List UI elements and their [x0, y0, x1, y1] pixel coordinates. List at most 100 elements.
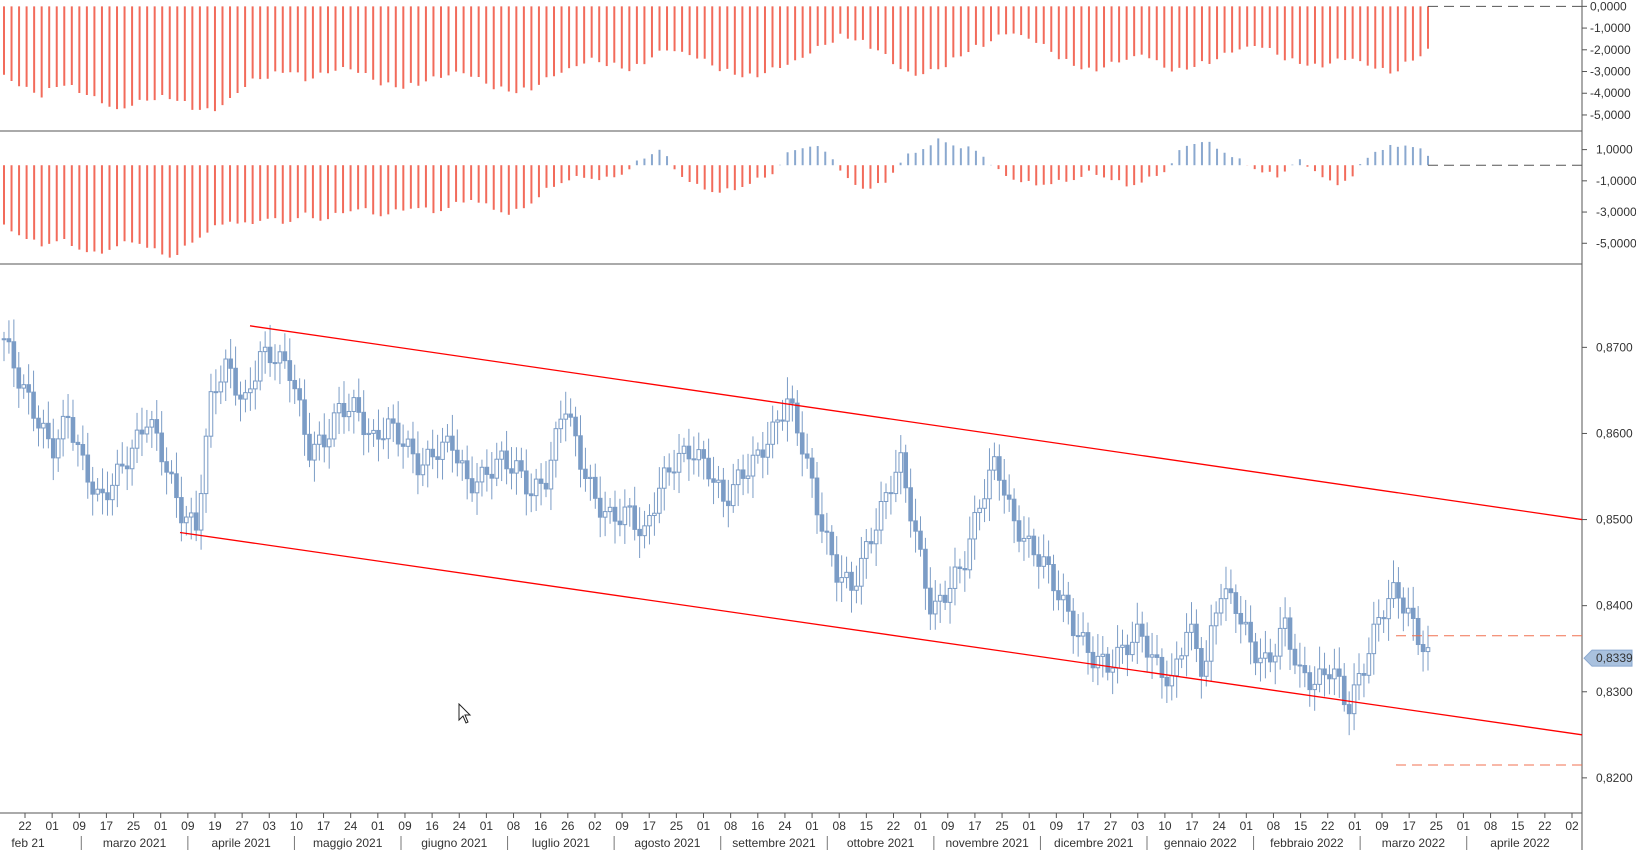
candle-up: [947, 587, 953, 603]
day-tick-label: 03: [1131, 819, 1145, 833]
candle-up: [1189, 623, 1194, 633]
day-tick-label: 01: [914, 819, 928, 833]
candle-down: [31, 391, 36, 419]
candle-down: [913, 520, 918, 532]
candle-down: [119, 463, 125, 467]
candle-down: [193, 512, 199, 531]
day-tick-label: 09: [73, 819, 87, 833]
candle-up: [765, 443, 771, 458]
candle-down: [918, 530, 923, 550]
candle-down: [632, 505, 637, 530]
candle-up: [1213, 612, 1219, 627]
candle-up: [735, 469, 741, 486]
candle-up: [607, 506, 613, 513]
price-y-tick-label: 0,8700: [1596, 340, 1633, 354]
day-tick-label: 22: [18, 819, 32, 833]
candle-up: [730, 484, 736, 507]
candle-down: [711, 478, 716, 483]
day-tick-label: 25: [127, 819, 141, 833]
candle-up: [188, 512, 194, 518]
candle-down: [1361, 673, 1367, 676]
candle-down: [154, 419, 160, 434]
candle-up: [1021, 537, 1027, 542]
candle-up: [1041, 556, 1046, 567]
candle-up: [1351, 684, 1357, 715]
candle-up: [440, 441, 445, 460]
candle-up: [750, 454, 756, 477]
candle-down: [928, 587, 933, 615]
candle-down: [1154, 654, 1160, 658]
candle-down: [1327, 674, 1332, 680]
candle-up: [647, 515, 652, 527]
candle-up: [755, 449, 761, 456]
price-y-tick-label: 0,8400: [1596, 599, 1633, 613]
middle-indicator-panel[interactable]: 1,0000 -1,0000 -3,0000 -5,0000: [3, 138, 1636, 258]
candle-down: [1228, 588, 1234, 594]
candle-down: [795, 402, 800, 434]
candle-up: [553, 428, 559, 461]
candle-down: [450, 435, 455, 451]
candle-up: [115, 463, 120, 486]
candle-down: [124, 465, 130, 470]
candle-down: [1070, 610, 1076, 637]
price-y-tick-label: 0,8600: [1596, 426, 1633, 440]
candle-up: [844, 571, 849, 579]
candle-up: [533, 478, 539, 497]
candle-down: [726, 500, 731, 507]
day-tick-label: 02: [588, 819, 602, 833]
time-axis: 22 01 09 17 25 01 09 19 27 03 10 17 24 01 09 16 24 01 08 16…: [11, 813, 1579, 850]
day-tick-label: 16: [534, 819, 548, 833]
day-tick-label: 10: [1158, 819, 1172, 833]
candle-up: [1405, 607, 1411, 614]
candle-down: [740, 469, 746, 479]
last-price-label: 0,8339: [1596, 651, 1633, 665]
month-label: gennaio 2022: [1164, 836, 1237, 850]
day-tick-label: 01: [154, 819, 168, 833]
candle-down: [780, 419, 785, 422]
candle-down: [1085, 632, 1091, 653]
candle-down: [1238, 612, 1244, 625]
candle-up: [420, 464, 426, 476]
candle-up: [55, 438, 61, 459]
candle-up: [863, 541, 869, 559]
candle-down: [390, 418, 396, 424]
candle-down: [790, 398, 795, 404]
candle-down: [538, 478, 544, 484]
candle-down: [691, 458, 697, 461]
candle-down: [583, 468, 588, 479]
candle-down: [1036, 554, 1042, 567]
candle-up: [514, 460, 519, 474]
month-label: luglio 2021: [532, 836, 590, 850]
candle-down: [1125, 644, 1130, 656]
day-tick-label: 26: [561, 819, 575, 833]
candle-down: [26, 384, 31, 393]
middle-y-tick-label: -5,0000: [1596, 236, 1636, 250]
candle-up: [243, 392, 248, 400]
top-indicator-panel[interactable]: 0,0000 -1,0000 -2,0000 -3,0000 -4,0000 -5,000…: [3, 0, 1631, 122]
day-tick-label: 24: [453, 819, 467, 833]
price-panel[interactable]: 0,8700 0,8600 0,8500 0,8400 0,8300 0,8200 0,83…: [1, 319, 1633, 785]
candle-up: [1184, 631, 1189, 657]
candle-down: [637, 528, 642, 537]
candle-down: [1401, 597, 1406, 614]
candle-down: [686, 445, 692, 460]
candle-up: [859, 557, 864, 587]
candle-down: [400, 443, 406, 447]
candle-down: [612, 506, 618, 522]
candle-down: [903, 452, 909, 489]
candle-up: [110, 484, 115, 501]
candle-down: [11, 341, 17, 369]
candle-up: [987, 469, 992, 500]
day-tick-label: 03: [263, 819, 277, 833]
candle-up: [386, 418, 391, 440]
candle-down: [65, 415, 71, 419]
month-label: aprile 2022: [1490, 836, 1550, 850]
candle-down: [395, 422, 401, 445]
upper-trend-line: [249, 325, 1583, 521]
day-tick-label: 09: [1375, 819, 1389, 833]
candle-down: [543, 482, 549, 490]
candle-down: [1341, 675, 1347, 706]
candle-down: [164, 461, 169, 473]
day-tick-label: 02: [1565, 819, 1579, 833]
day-tick-label: 22: [1538, 819, 1552, 833]
